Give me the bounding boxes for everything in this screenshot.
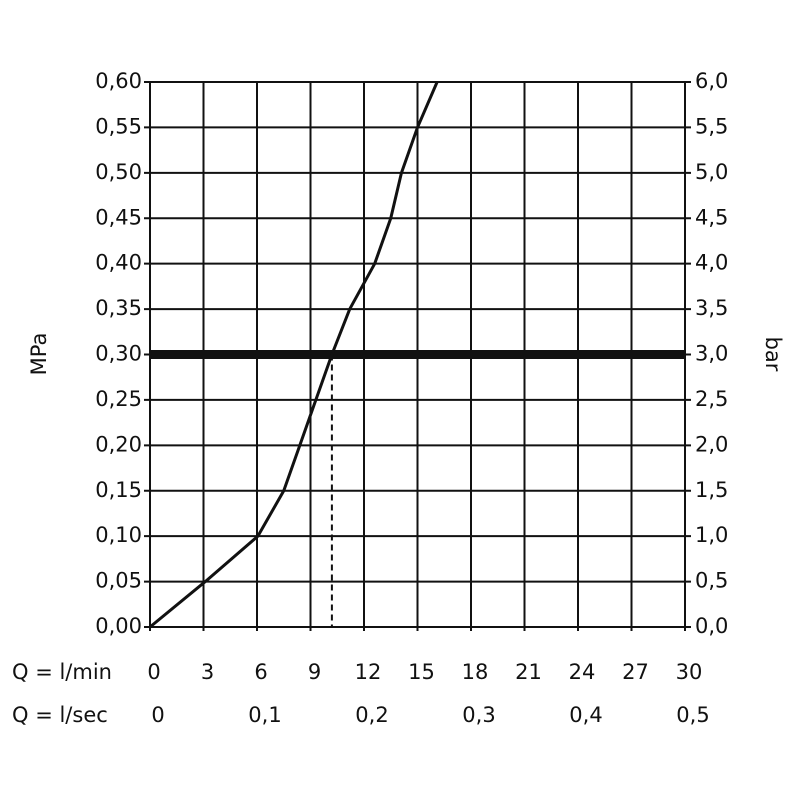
- y2-tick-label: 1,0: [695, 523, 728, 547]
- x-tick-label: 15: [408, 660, 435, 684]
- x-tick-label: 9: [308, 660, 321, 684]
- y2-tick-label: 2,0: [695, 432, 728, 456]
- y2-tick-label: 5,5: [695, 114, 728, 138]
- curve: [149, 81, 439, 629]
- y2-tick-label: 5,0: [695, 160, 728, 184]
- y-tick-label: 0,15: [95, 478, 142, 502]
- y-tick-label: 0,35: [95, 296, 142, 320]
- y2-tick-label: 4,5: [695, 205, 728, 229]
- x2-tick-label: 0,3: [462, 703, 495, 727]
- y-tick-label: 0,40: [95, 251, 142, 275]
- y2-tick-label: 0,5: [695, 569, 728, 593]
- y-tick-label: 0,00: [95, 614, 142, 638]
- y-tick-label: 0,60: [95, 69, 142, 93]
- y2-tick-label: 3,5: [695, 296, 728, 320]
- x-axis-label: Q = l/min: [12, 660, 112, 684]
- y2-tick-label: 3,0: [695, 342, 728, 366]
- y-tick-label: 0,20: [95, 432, 142, 456]
- x-tick-label: 12: [355, 660, 382, 684]
- x-tick-label: 0: [147, 660, 160, 684]
- x-tick-label: 24: [569, 660, 596, 684]
- x2-tick-label: 0,2: [355, 703, 388, 727]
- y-tick-label: 0,50: [95, 160, 142, 184]
- y-tick-label: 0,05: [95, 569, 142, 593]
- x2-axis-label: Q = l/sec: [12, 703, 108, 727]
- y2-tick-label: 6,0: [695, 69, 728, 93]
- y2-tick-label: 2,5: [695, 387, 728, 411]
- x-tick-label: 6: [254, 660, 267, 684]
- x-tick-label: 30: [676, 660, 703, 684]
- x2-tick-label: 0,4: [569, 703, 602, 727]
- x-tick-label: 3: [201, 660, 214, 684]
- x-tick-label: 27: [622, 660, 649, 684]
- x2-tick-label: 0,1: [248, 703, 281, 727]
- y-tick-label: 0,25: [95, 387, 142, 411]
- y-tick-label: 0,10: [95, 523, 142, 547]
- x2-tick-label: 0,5: [676, 703, 709, 727]
- y2-tick-label: 1,5: [695, 478, 728, 502]
- x2-tick-label: 0: [151, 703, 164, 727]
- x-tick-label: 18: [462, 660, 489, 684]
- y-tick-label: 0,30: [95, 342, 142, 366]
- x-tick-label: 21: [515, 660, 542, 684]
- y2-axis-label: bar: [761, 337, 785, 372]
- y2-tick-label: 4,0: [695, 251, 728, 275]
- y-axis-label: MPa: [27, 333, 51, 376]
- y2-tick-label: 0,0: [695, 614, 728, 638]
- y-tick-label: 0,55: [95, 114, 142, 138]
- y-tick-label: 0,45: [95, 205, 142, 229]
